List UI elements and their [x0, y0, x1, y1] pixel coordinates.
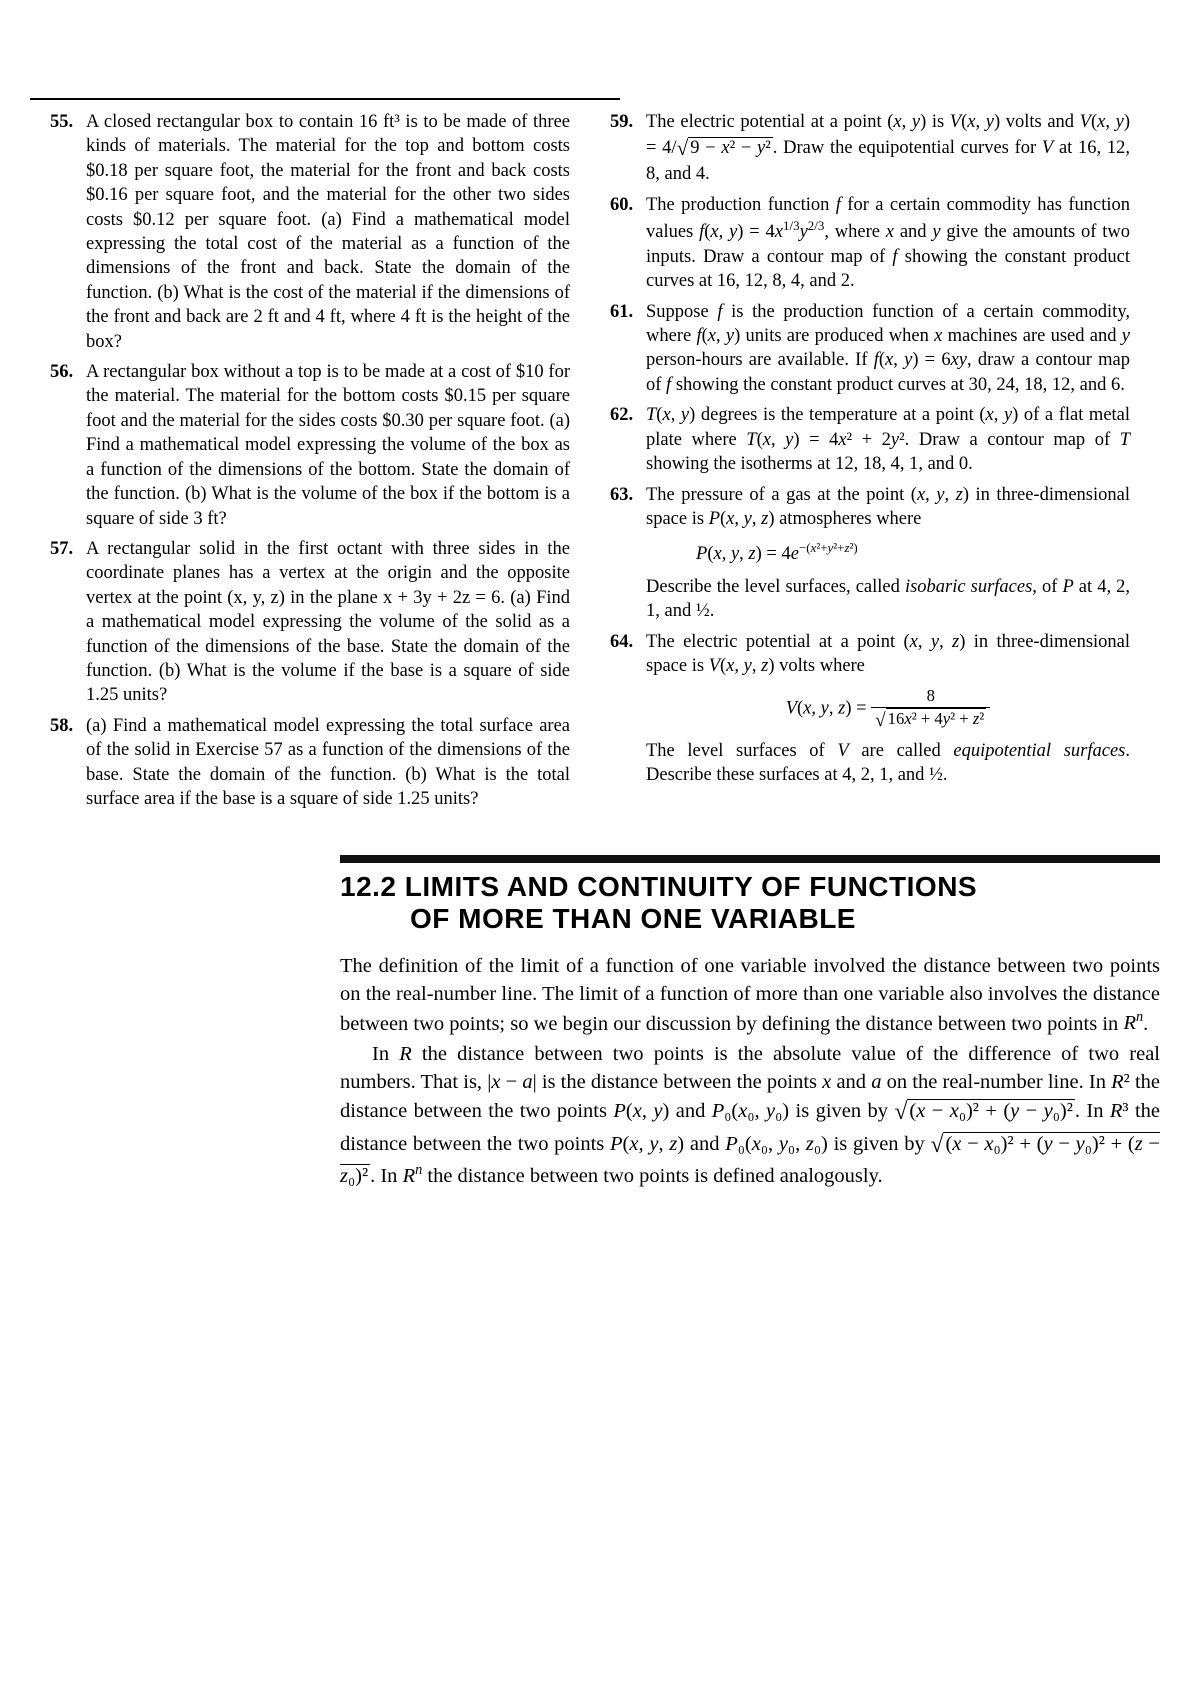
page: 55.A closed rectangular box to contain 1… [0, 0, 1200, 1697]
section-para-2: In R the distance between two points is … [340, 1040, 1160, 1191]
two-columns: 55.A closed rectangular box to contain 1… [50, 110, 1160, 817]
problem: 55.A closed rectangular box to contain 1… [50, 110, 570, 354]
right-column: 59.The electric potential at a point (x,… [610, 110, 1130, 817]
problem: 62.T(x, y) degrees is the temperature at… [610, 403, 1130, 476]
section-title: 12.2 LIMITS AND CONTINUITY OF FUNCTIONS … [340, 871, 1160, 934]
problem-text: The electric potential at a point (x, y)… [646, 110, 1130, 187]
problem: 59.The electric potential at a point (x,… [610, 110, 1130, 187]
problem-number: 63. [610, 483, 646, 624]
problem: 57.A rectangular solid in the first octa… [50, 537, 570, 708]
top-rule [30, 98, 620, 100]
problem-text: The electric potential at a point (x, y,… [646, 630, 1130, 788]
problem-text: T(x, y) degrees is the temperature at a … [646, 403, 1130, 476]
problem: 64.The electric potential at a point (x,… [610, 630, 1130, 788]
problem-text: The pressure of a gas at the point (x, y… [646, 483, 1130, 624]
problem-text: (a) Find a mathematical model expressing… [86, 714, 570, 812]
problem: 60.The production function f for a certa… [610, 193, 1130, 294]
problem-number: 60. [610, 193, 646, 294]
problem-number: 55. [50, 110, 86, 354]
problem-text: A rectangular solid in the first octant … [86, 537, 570, 708]
problem: 61.Suppose f is the production function … [610, 300, 1130, 398]
problem-text: A rectangular box without a top is to be… [86, 360, 570, 531]
problem-number: 62. [610, 403, 646, 476]
section-title-line1: 12.2 LIMITS AND CONTINUITY OF FUNCTIONS [340, 871, 977, 902]
problem-number: 61. [610, 300, 646, 398]
section-bar [340, 855, 1160, 863]
problem-number: 56. [50, 360, 86, 531]
problem-text: A closed rectangular box to contain 16 f… [86, 110, 570, 354]
section-12-2: 12.2 LIMITS AND CONTINUITY OF FUNCTIONS … [340, 855, 1160, 1190]
problem-text: Suppose f is the production function of … [646, 300, 1130, 398]
problem: 58.(a) Find a mathematical model express… [50, 714, 570, 812]
problem: 56.A rectangular box without a top is to… [50, 360, 570, 531]
section-para-1: The definition of the limit of a functio… [340, 952, 1160, 1038]
problem: 63.The pressure of a gas at the point (x… [610, 483, 1130, 624]
problem-text: The production function f for a certain … [646, 193, 1130, 294]
problem-number: 57. [50, 537, 86, 708]
problem-number: 59. [610, 110, 646, 187]
problem-number: 64. [610, 630, 646, 788]
left-column: 55.A closed rectangular box to contain 1… [50, 110, 570, 817]
problem-number: 58. [50, 714, 86, 812]
section-title-line2: OF MORE THAN ONE VARIABLE [340, 903, 856, 934]
